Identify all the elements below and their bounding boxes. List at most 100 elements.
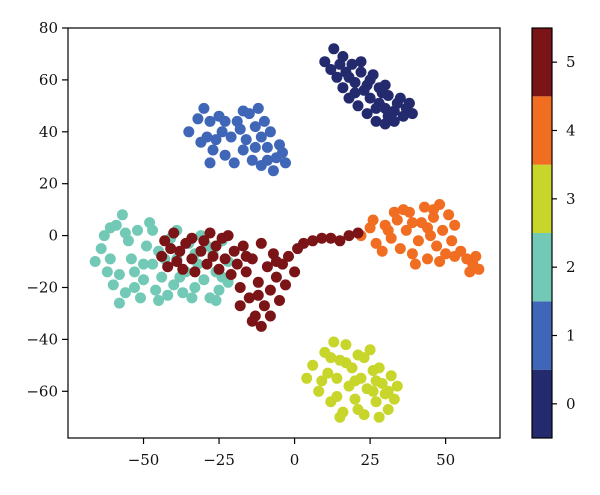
colorbar-segment-1 [532, 301, 552, 370]
scatter-point-class-1 [207, 144, 219, 156]
scatter-point-class-3 [334, 411, 346, 423]
scatter-point-class-5 [174, 245, 186, 257]
scatter-point-class-3 [382, 385, 394, 397]
colorbar-frame [531, 27, 553, 439]
scatter-point-class-0 [352, 100, 364, 112]
scatter-point-class-5 [171, 256, 183, 267]
scatter-point-class-4 [409, 258, 421, 270]
scatter-points [89, 43, 485, 423]
scatter-point-class-3 [391, 380, 403, 392]
scatter-point-class-0 [394, 92, 406, 104]
scatter-point-class-5 [168, 227, 180, 239]
colorbar-tick-label: 0 [566, 395, 576, 413]
scatter-point-class-1 [280, 157, 291, 169]
scatter-point-class-0 [346, 58, 358, 70]
scatter-point-class-5 [316, 232, 328, 244]
scatter-point-class-5 [289, 266, 301, 278]
colorbar-segment-4 [532, 96, 552, 165]
y-tick-label: 20 [39, 175, 58, 193]
scatter-point-class-1 [192, 113, 204, 125]
scatter-point-class-0 [367, 69, 379, 81]
scatter-point-class-5 [240, 266, 252, 278]
scatter-point-class-5 [270, 271, 282, 283]
scatter-point-class-1 [258, 115, 270, 127]
y-tick-label: 80 [39, 19, 58, 37]
scatter-point-class-0 [361, 108, 373, 120]
scatter-point-class-0 [349, 87, 361, 99]
scatter-point-class-2 [113, 297, 125, 309]
scatter-point-class-3 [307, 359, 319, 371]
colorbar-segment-5 [532, 28, 552, 97]
scatter-point-class-3 [340, 339, 352, 351]
scatter-point-class-5 [219, 253, 231, 265]
scatter-point-class-5 [210, 240, 222, 252]
scatter-point-class-2 [210, 295, 222, 306]
scatter-point-class-4 [443, 209, 455, 221]
scatter-point-class-4 [370, 237, 382, 249]
scatter-point-class-4 [422, 222, 433, 234]
scatter-point-class-1 [213, 110, 225, 122]
scatter-point-class-4 [406, 248, 418, 260]
scatter-point-class-5 [255, 320, 267, 332]
scatter-point-class-2 [141, 240, 152, 252]
scatter-point-class-2 [156, 271, 168, 283]
scatter-point-class-3 [367, 385, 379, 397]
scatter-point-class-1 [204, 157, 216, 169]
scatter-point-class-2 [147, 224, 159, 236]
scatter-point-class-4 [449, 219, 461, 231]
scatter-point-class-0 [364, 92, 376, 104]
scatter-point-class-4 [367, 214, 379, 226]
colorbar-segment-2 [532, 233, 552, 302]
scatter-point-class-3 [316, 375, 328, 387]
scatter-point-class-4 [376, 245, 388, 257]
scatter-point-class-5 [298, 237, 310, 249]
scatter-point-class-4 [428, 204, 439, 216]
scatter-point-class-2 [89, 256, 101, 267]
scatter-point-class-1 [252, 102, 264, 114]
scatter-point-class-1 [243, 108, 255, 120]
scatter-point-class-2 [138, 258, 149, 270]
scatter-point-class-1 [261, 154, 273, 166]
colorbar-tick-label: 5 [566, 53, 576, 71]
scatter-point-class-2 [147, 258, 159, 270]
scatter-point-class-3 [352, 404, 364, 415]
scatter-point-class-3 [370, 396, 382, 408]
scatter-point-class-5 [252, 276, 264, 288]
y-axis: −60 −40 −20 0 20 40 60 80 [26, 19, 68, 400]
x-tick-label: 0 [290, 451, 300, 469]
y-tick-label: −20 [26, 278, 58, 296]
scatter-point-class-5 [270, 256, 282, 267]
x-tick-label: 25 [361, 451, 380, 469]
scatter-point-class-2 [107, 279, 119, 291]
scatter-point-class-3 [325, 352, 337, 364]
scatter-point-class-5 [213, 263, 225, 275]
scatter-point-class-1 [219, 149, 231, 161]
scatter-point-class-3 [331, 372, 343, 384]
scatter-point-class-4 [434, 256, 446, 267]
colorbar-segment-3 [532, 164, 552, 233]
scatter-point-class-3 [340, 357, 352, 369]
scatter-point-class-1 [249, 141, 261, 153]
scatter-point-class-5 [231, 258, 243, 270]
scatter-point-class-0 [370, 115, 382, 127]
scatter-point-class-5 [165, 243, 177, 255]
scatter-point-class-5 [225, 269, 237, 280]
scatter-point-class-2 [119, 227, 131, 239]
scatter-point-class-1 [246, 154, 258, 166]
scatter-point-class-2 [177, 287, 189, 299]
scatter-point-class-0 [325, 64, 337, 75]
scatter-point-class-1 [198, 102, 210, 114]
scatter-point-class-5 [162, 261, 174, 273]
colorbar: 0 1 2 3 4 5 [531, 27, 576, 439]
scatter-point-class-2 [95, 243, 107, 255]
scatter-point-class-5 [201, 258, 213, 270]
scatter-point-class-3 [382, 404, 394, 415]
scatter-point-class-5 [234, 300, 246, 312]
scatter-point-class-0 [403, 97, 415, 109]
scatter-point-class-5 [204, 227, 216, 239]
y-tick-label: 60 [39, 71, 58, 89]
scatter-point-class-3 [313, 385, 325, 397]
scatter-point-class-1 [255, 131, 267, 143]
scatter-point-class-4 [464, 266, 476, 278]
plot-frame [67, 27, 501, 439]
